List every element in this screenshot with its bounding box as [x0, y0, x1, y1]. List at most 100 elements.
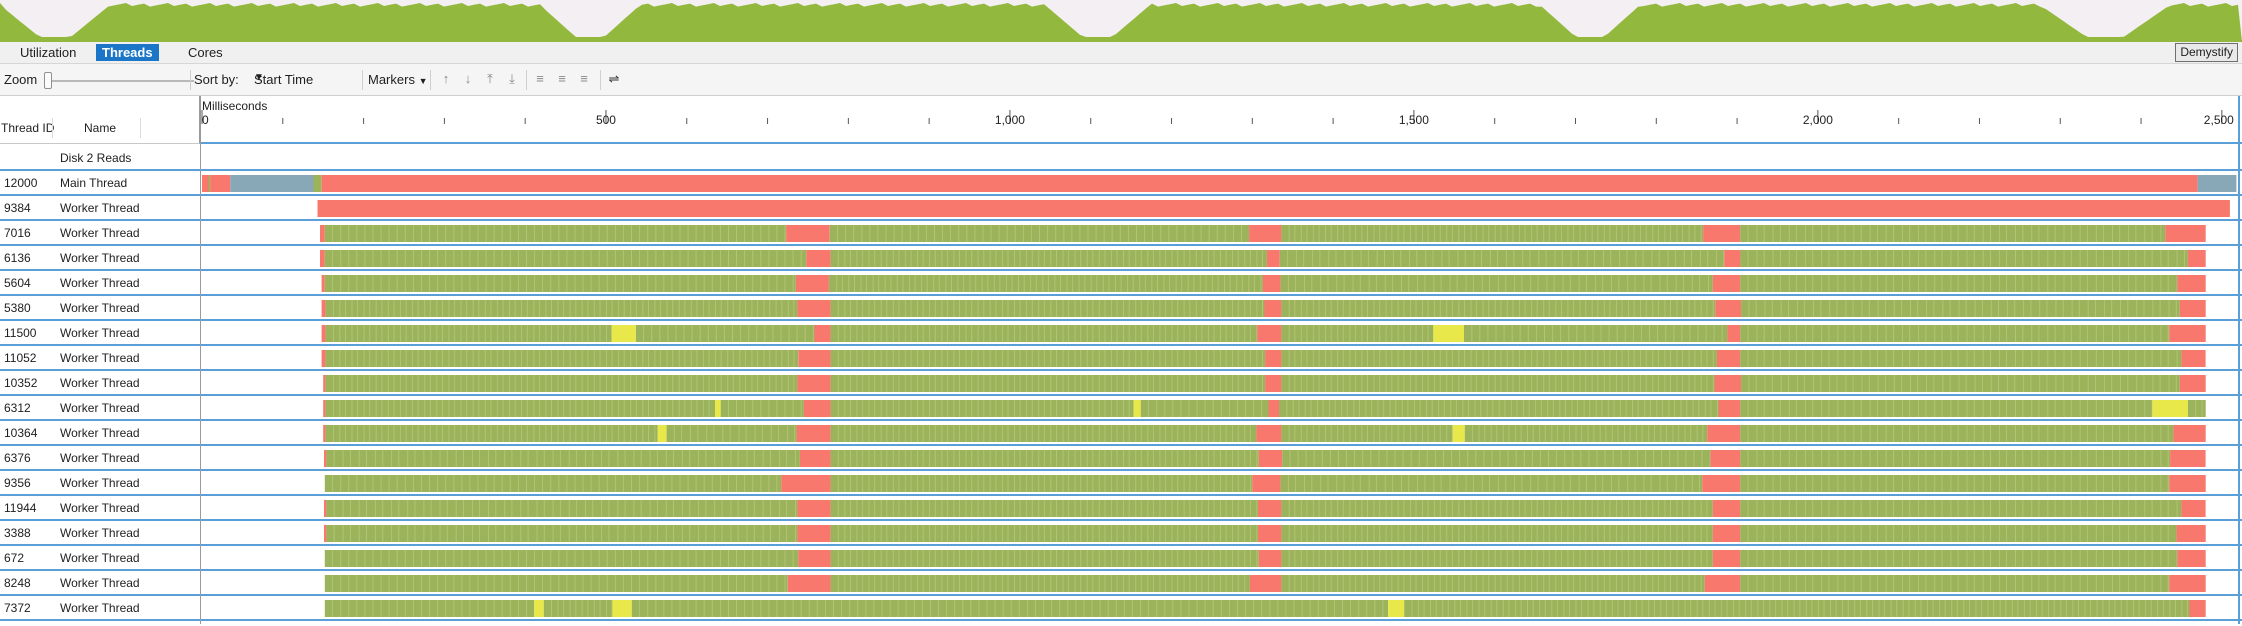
segment-sync[interactable] [321, 175, 2198, 192]
segment-sync[interactable] [1718, 400, 1741, 417]
segment-sync[interactable] [2173, 425, 2206, 442]
segment-sync[interactable] [2169, 575, 2206, 592]
segment-exec[interactable] [325, 400, 715, 417]
segment-exec[interactable] [635, 325, 815, 342]
segment-sync[interactable] [1249, 575, 1282, 592]
tab-utilization[interactable]: Utilization [20, 45, 77, 60]
segment-sync[interactable] [1703, 225, 1741, 242]
column-thread-id[interactable]: Thread ID [1, 121, 55, 135]
segment-sync[interactable] [1268, 400, 1280, 417]
segment-sync[interactable] [2179, 375, 2206, 392]
segment-sync[interactable] [2181, 500, 2206, 517]
segment-sync[interactable] [210, 175, 231, 192]
segment-io[interactable] [2152, 400, 2188, 417]
segment-io[interactable] [534, 600, 544, 617]
segment-exec[interactable] [326, 525, 798, 542]
segment-sync[interactable] [1724, 250, 1741, 267]
segment-sync[interactable] [324, 500, 327, 517]
segment-sync[interactable] [798, 350, 831, 367]
thread-row[interactable]: 11500 Worker Thread [0, 321, 2242, 346]
segment-sync[interactable] [803, 400, 831, 417]
segment-sync[interactable] [1715, 300, 1742, 317]
utilization-overview[interactable] [0, 0, 2242, 42]
thread-row[interactable]: 6136 Worker Thread [0, 246, 2242, 271]
segment-sync[interactable] [1714, 375, 1742, 392]
segment-sync[interactable] [1258, 450, 1283, 467]
segment-sync[interactable] [796, 425, 831, 442]
segment-exec[interactable] [830, 400, 1134, 417]
move-top-icon[interactable]: ⤒ [487, 71, 493, 86]
segment-exec[interactable] [1740, 250, 2188, 267]
segment-exec[interactable] [2187, 400, 2206, 417]
segment-sync[interactable] [1265, 375, 1282, 392]
segment-exec[interactable] [631, 600, 1388, 617]
segment-sync[interactable] [806, 250, 831, 267]
segment-sync[interactable] [2170, 450, 2206, 467]
thread-row[interactable]: 12000 Main Thread [0, 171, 2242, 196]
segment-sync[interactable] [814, 325, 831, 342]
segment-exec[interactable] [326, 450, 800, 467]
segment-sync[interactable] [2181, 350, 2206, 367]
segment-exec[interactable] [1281, 550, 1713, 567]
segment-io[interactable] [612, 600, 632, 617]
collapse-all-icon[interactable]: ≡ [558, 71, 566, 86]
demystify-button[interactable]: Demystify [2175, 43, 2238, 62]
segment-sync[interactable] [320, 250, 325, 267]
segment-exec[interactable] [1281, 375, 1715, 392]
segment-sync[interactable] [2169, 325, 2206, 342]
thread-row[interactable]: 9384 Worker Thread [0, 196, 2242, 221]
segment-sync[interactable] [317, 200, 2230, 217]
segment-exec[interactable] [325, 350, 799, 367]
segment-exec[interactable] [1740, 225, 2166, 242]
segment-exec[interactable] [1740, 575, 2170, 592]
segment-sync[interactable] [797, 300, 831, 317]
segment-exec[interactable] [1281, 350, 1717, 367]
segment-exec[interactable] [830, 350, 1266, 367]
segment-exec[interactable] [1280, 475, 1703, 492]
segment-exec[interactable] [830, 375, 1266, 392]
segment-sync[interactable] [781, 475, 831, 492]
segment-sync[interactable] [787, 575, 831, 592]
segment-sync[interactable] [2176, 525, 2206, 542]
segment-exec[interactable] [1281, 525, 1713, 542]
tab-threads[interactable]: Threads [96, 44, 159, 61]
segment-sync[interactable] [1712, 525, 1741, 542]
segment-sync[interactable] [1264, 300, 1282, 317]
segment-sync[interactable] [799, 450, 831, 467]
segment-exec[interactable] [1464, 325, 1728, 342]
segment-sync[interactable] [1258, 550, 1282, 567]
remove-icon[interactable]: ≡ [580, 71, 588, 86]
segment-sync[interactable] [321, 275, 325, 292]
tab-cores[interactable]: Cores [188, 45, 223, 60]
segment-sync[interactable] [323, 425, 326, 442]
segment-exec[interactable] [326, 500, 798, 517]
segment-sync[interactable] [1712, 550, 1741, 567]
segment-io[interactable] [1452, 425, 1465, 442]
segment-sleep[interactable] [230, 175, 314, 192]
segment-sync[interactable] [797, 375, 831, 392]
segment-sync[interactable] [2177, 275, 2206, 292]
segment-sync[interactable] [202, 175, 209, 192]
sort-by-dropdown[interactable]: Start Time ▼ [250, 70, 356, 90]
segment-exec[interactable] [666, 425, 797, 442]
segment-sync[interactable] [798, 550, 831, 567]
segment-sync[interactable] [797, 500, 831, 517]
segment-sync[interactable] [324, 525, 327, 542]
segment-exec[interactable] [829, 275, 1263, 292]
segment-sync[interactable] [324, 450, 327, 467]
segment-io[interactable] [657, 425, 667, 442]
segment-sleep[interactable] [2197, 175, 2237, 192]
segment-exec[interactable] [324, 475, 782, 492]
expand-all-icon[interactable]: ≡ [536, 71, 544, 86]
segment-exec[interactable] [830, 325, 1258, 342]
segment-exec[interactable] [1279, 250, 1725, 267]
segment-exec[interactable] [720, 400, 804, 417]
segment-exec[interactable] [324, 225, 787, 242]
segment-exec[interactable] [324, 250, 807, 267]
markers-menu[interactable]: Markers ▼ [368, 72, 428, 87]
segment-exec[interactable] [208, 175, 211, 192]
segment-sync[interactable] [320, 225, 325, 242]
segment-sync[interactable] [1249, 225, 1282, 242]
segment-sync[interactable] [795, 275, 829, 292]
segment-sync[interactable] [1258, 500, 1282, 517]
